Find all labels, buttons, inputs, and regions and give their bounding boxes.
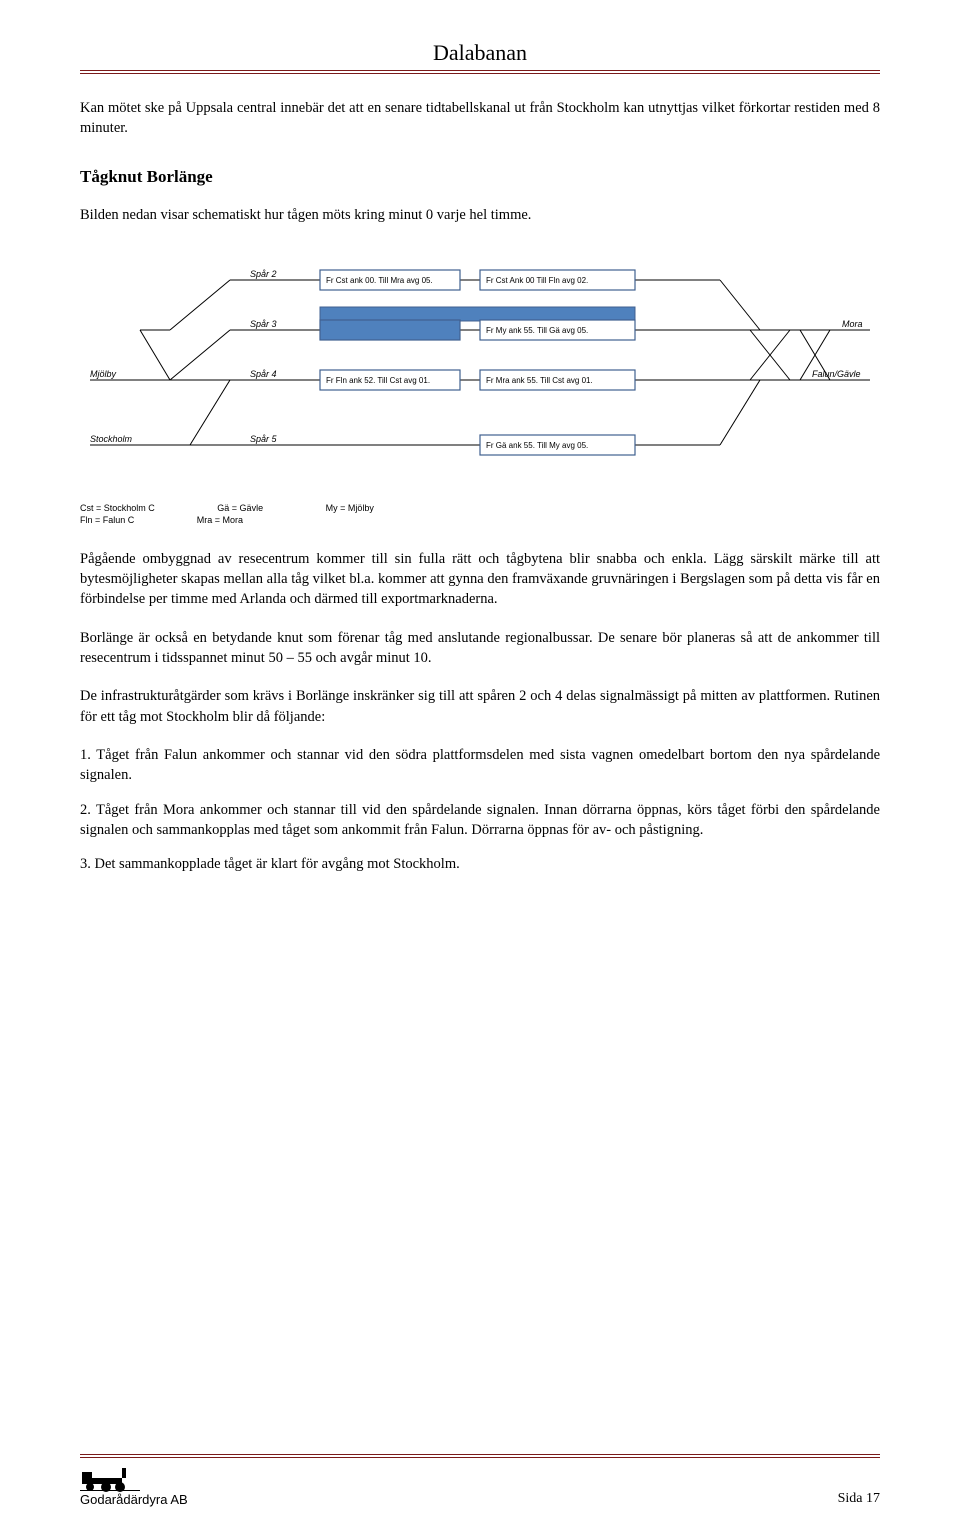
svg-text:Mora: Mora: [842, 319, 863, 329]
para-1: Pågående ombyggnad av resecentrum kommer…: [80, 549, 880, 610]
svg-text:Fr Gä ank 55. Till My avg 05.: Fr Gä ank 55. Till My avg 05.: [486, 441, 588, 450]
legend-c: My = Mjölby: [326, 503, 374, 513]
intro-paragraph: Kan mötet ske på Uppsala central innebär…: [80, 98, 880, 139]
svg-text:Spår 4: Spår 4: [250, 369, 277, 379]
footer-rule: [80, 1454, 880, 1458]
para-2: Borlänge är också en betydande knut som …: [80, 628, 880, 669]
svg-text:Fr My ank 55. Till Gä avg 05.: Fr My ank 55. Till Gä avg 05.: [486, 326, 588, 335]
header-rule: [80, 70, 880, 74]
svg-text:Fr Cst Ank 00 Till Fln avg 02.: Fr Cst Ank 00 Till Fln avg 02.: [486, 276, 588, 285]
diagram-legend: Cst = Stockholm C Gä = Gävle My = Mjölby…: [80, 503, 880, 525]
list-item-3: 3. Det sammankopplade tåget är klart för…: [80, 854, 880, 874]
list-item-2: 2. Tåget från Mora ankommer och stannar …: [80, 800, 880, 841]
legend-e: Mra = Mora: [197, 515, 243, 525]
train-icon: [80, 1466, 188, 1492]
page-number: Sida 17: [838, 1491, 880, 1507]
svg-text:Fr Mra ank 55. Till Cst avg 01: Fr Mra ank 55. Till Cst avg 01.: [486, 376, 593, 385]
section-heading: Tågknut Borlänge: [80, 167, 880, 187]
svg-text:Spår 5: Spår 5: [250, 434, 278, 444]
svg-text:Falun/Gävle: Falun/Gävle: [812, 369, 861, 379]
para-3: De infrastrukturåtgärder som krävs i Bor…: [80, 686, 880, 727]
svg-text:Mjölby: Mjölby: [90, 369, 117, 379]
svg-text:Fr Cst ank 00. Till Mra avg 05: Fr Cst ank 00. Till Mra avg 05.: [326, 276, 433, 285]
svg-text:Stockholm: Stockholm: [90, 434, 133, 444]
track-diagram: Spår 2 Spår 3 Spår 4 Spår 5 Mjölby Stockholm M…: [80, 245, 880, 475]
legend-b: Gä = Gävle: [217, 503, 263, 513]
svg-text:Fr Fln ank 52. Till Cst avg 01: Fr Fln ank 52. Till Cst avg 01.: [326, 376, 430, 385]
legend-d: Fln = Falun C: [80, 515, 134, 525]
section-intro: Bilden nedan visar schematiskt hur tågen…: [80, 205, 880, 225]
page-footer: Godarådärdyra AB Sida 17: [0, 1454, 960, 1507]
svg-text:Spår 3: Spår 3: [250, 319, 277, 329]
list-item-1: 1. Tåget från Falun ankommer och stannar…: [80, 745, 880, 786]
svg-text:Spår 2: Spår 2: [250, 269, 277, 279]
company-name: Godarådärdyra AB: [80, 1492, 188, 1507]
legend-a: Cst = Stockholm C: [80, 503, 155, 513]
page-header-title: Dalabanan: [80, 40, 880, 66]
